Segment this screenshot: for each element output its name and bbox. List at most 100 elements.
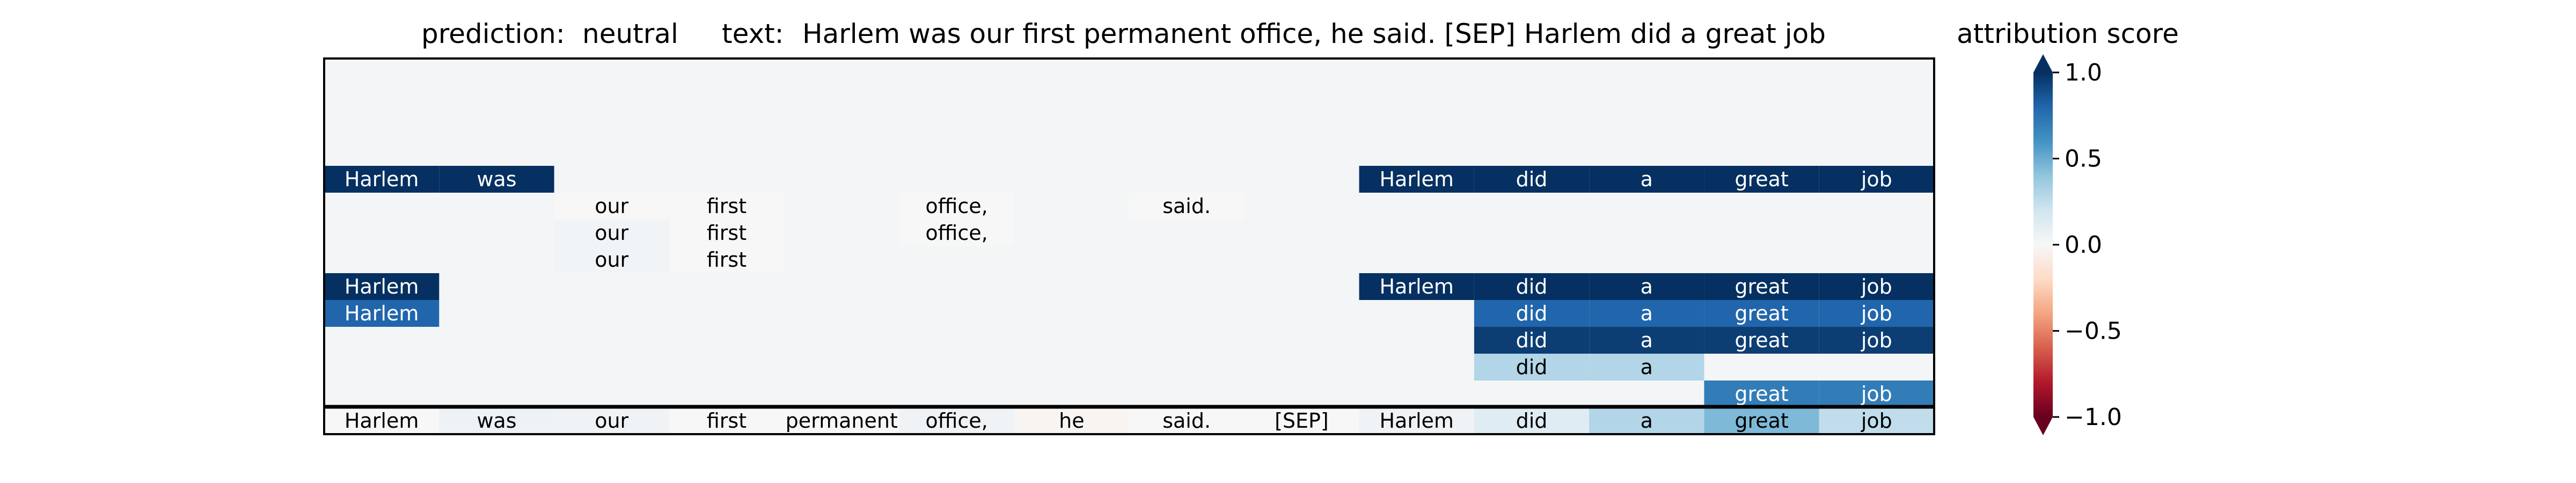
heatmap-cell-label: office, [925,221,987,245]
heatmap-cell [1704,327,1819,354]
heatmap-cell-label: job [1861,275,1892,298]
heatmap-cell [784,407,899,434]
heatmap-cell [899,219,1014,246]
heatmap-cell-label: job [1861,302,1892,325]
heatmap-cell-label: said. [1162,409,1211,433]
heatmap-cell-label: a [1641,355,1653,379]
heatmap-cell-label: first [707,409,747,433]
prediction-label: prediction: [421,18,565,49]
heatmap-cell [1704,166,1819,193]
heatmap-cell-label: Harlem [1379,409,1453,433]
heatmap-cell-label: office, [925,194,987,218]
heatmap-cell-label: Harlem [1379,167,1453,191]
heatmap-cell [1589,407,1704,434]
heatmap-cell-label: great [1735,409,1788,433]
heatmap-cell-label: job [1861,409,1892,433]
heatmap: Harlem was Harlem did a great job our first offic… [324,58,1934,434]
heatmap-cell-label: office, [925,409,987,433]
heatmap-cell-label: great [1735,302,1788,325]
heatmap-cell [1819,273,1934,300]
colorbar-tick-label: 0.0 [2065,231,2102,259]
heatmap-cell [324,273,440,300]
heatmap-cell [1819,407,1934,434]
heatmap-cell [324,300,440,327]
heatmap-cell-label: great [1735,328,1788,352]
heatmap-cell-label: Harlem [1379,275,1453,298]
heatmap-frame [323,57,1935,435]
heatmap-cell-label: great [1735,275,1788,298]
heatmap-cell-label: did [1516,275,1548,298]
heatmap-cell [1359,166,1474,193]
heatmap-cell-label: did [1516,328,1548,352]
heatmap-cell-label: did [1516,409,1548,433]
heatmap-cell-label: our [595,409,628,433]
heatmap-cell [1819,380,1934,407]
heatmap-cell-label: did [1516,302,1548,325]
heatmap-cell [1589,273,1704,300]
heatmap-cell [1359,407,1474,434]
heatmap-cell [1819,166,1934,193]
heatmap-cell-label: a [1641,302,1653,325]
heatmap-cell [1014,407,1129,434]
prediction-value: neutral [582,18,678,49]
colorbar-tick-label: −1.0 [2065,404,2122,431]
colorbar-tick-label: −0.5 [2065,318,2122,345]
heatmap-cell [1474,300,1590,327]
heatmap-cell [1589,354,1704,380]
colorbar-extend-max [2033,54,2053,72]
heatmap-cell-label: first [707,248,747,272]
heatmap-cell-label: our [595,248,628,272]
heatmap-cell-label: [SEP] [1275,409,1329,433]
heatmap-cell [1474,273,1590,300]
heatmap-cell [669,193,785,219]
heatmap-cell-label: a [1641,167,1653,191]
heatmap-cell [554,246,669,273]
heatmap-cell [1129,193,1245,219]
heatmap-cell-label: did [1516,167,1548,191]
heatmap-cell [669,246,785,273]
heatmap-cell-label: did [1516,355,1548,379]
heatmap-cell [1819,327,1934,354]
colorbar: 1.0 0.5 0.0 −0.5 −1.0 [2033,54,2122,435]
text-value: Harlem was our first permanent office, h… [802,18,1826,49]
heatmap-cell [899,407,1014,434]
heatmap-cell-label: was [477,409,516,433]
heatmap-cell [439,407,554,434]
heatmap-cell [1474,327,1590,354]
text-label: text: [722,18,784,49]
heatmap-cell-label: a [1641,275,1653,298]
heatmap-cell [1704,380,1819,407]
colorbar-tick-label: 1.0 [2065,59,2102,86]
heatmap-cell-label: our [595,221,628,245]
heatmap-cell-label: Harlem [345,409,419,433]
heatmap-cell-label: was [477,167,516,191]
heatmap-cell-label: first [707,221,747,245]
colorbar-tick-label: 0.5 [2065,145,2102,173]
heatmap-cell-label: job [1861,328,1892,352]
heatmap-cell-label: great [1735,382,1788,406]
heatmap-cell [1704,300,1819,327]
colorbar-extend-min [2033,417,2053,435]
heatmap-cell-label: a [1641,328,1653,352]
heatmap-cell [1589,166,1704,193]
heatmap-cell-label: he [1059,409,1084,433]
heatmap-cell [1589,327,1704,354]
heatmap-cell [1129,407,1245,434]
heatmap-cell [1474,407,1590,434]
colorbar-title: attribution score [1957,18,2179,49]
heatmap-cell-label: Harlem [345,275,419,298]
colorbar-gradient [2033,72,2053,417]
heatmap-cell [1819,300,1934,327]
heatmap-cell [1589,300,1704,327]
heatmap-cell [1474,166,1590,193]
heatmap-cell-label: Harlem [345,302,419,325]
heatmap-cell [899,193,1014,219]
heatmap-cell-label: great [1735,167,1788,191]
heatmap-cell [1704,273,1819,300]
heatmap-cell [669,407,785,434]
heatmap-cell-label: job [1861,167,1892,191]
heatmap-cell-label: job [1861,382,1892,406]
heatmap-cell-label: permanent [786,409,898,433]
heatmap-cell [1704,407,1819,434]
